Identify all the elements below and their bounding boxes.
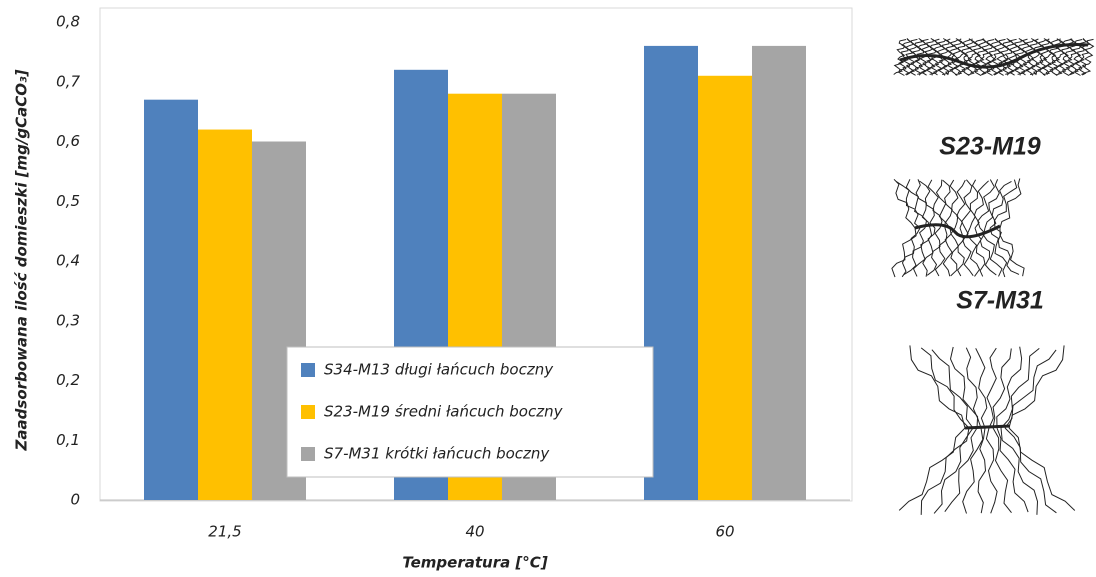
polymer-chain xyxy=(945,428,977,512)
polymer-chain xyxy=(935,228,947,276)
polymer-chain xyxy=(937,180,946,228)
polymer-chain xyxy=(1003,57,1010,75)
polymer-chain xyxy=(993,38,1002,57)
polymer-chain xyxy=(1081,38,1090,57)
annotation: S23-M19 xyxy=(939,133,1041,161)
polymer-chain xyxy=(994,180,1016,228)
polymer-chain xyxy=(951,347,978,428)
polymer-chain xyxy=(1062,40,1071,57)
y-tick-label: 0,6 xyxy=(56,132,80,150)
chart: Temperatura [°C] Zaadsorbowana ilość dom… xyxy=(0,0,1096,577)
annotation: S7-M31 xyxy=(956,287,1044,315)
polymer-chain xyxy=(986,428,997,513)
bar xyxy=(752,46,806,500)
y-tick-label: 0,4 xyxy=(56,252,80,270)
polymer-chain xyxy=(910,345,965,428)
y-tick-label: 0,3 xyxy=(56,311,80,329)
polymer-chain xyxy=(970,180,978,228)
bar xyxy=(698,76,752,500)
bar xyxy=(144,100,198,500)
legend-label: S7-M31 krótki łańcuch boczny xyxy=(324,445,550,463)
polymer-chain xyxy=(905,38,914,57)
polymer-chain xyxy=(927,228,940,275)
polymer-chain xyxy=(915,57,922,75)
legend-swatch xyxy=(301,363,315,377)
legend-swatch xyxy=(301,447,315,461)
x-axis-title: Temperatura [°C] xyxy=(402,554,547,572)
legend-label: S34-M13 długi łańcuch boczny xyxy=(324,361,554,379)
legend-label: S23-M19 średni łańcuch boczny xyxy=(324,403,564,421)
polymer-chain xyxy=(993,349,1011,429)
legend-swatch xyxy=(301,405,315,419)
x-tick-label: 60 xyxy=(715,523,734,541)
polymer-chain xyxy=(997,428,1028,512)
polymer-chain xyxy=(1009,345,1064,428)
x-tick-label: 21,5 xyxy=(208,523,241,541)
polymer-chain xyxy=(985,179,999,228)
y-tick-label: 0,1 xyxy=(56,431,80,449)
polymer-chain xyxy=(921,428,969,515)
x-tick-label: 40 xyxy=(465,523,484,541)
polymer-chain xyxy=(1005,428,1056,513)
polymer-chain xyxy=(1046,57,1055,75)
polymer-chain xyxy=(943,228,952,276)
bar xyxy=(198,130,252,500)
y-tick-label: 0 xyxy=(70,491,80,509)
y-tick-label: 0,5 xyxy=(56,192,80,210)
polymer-chain xyxy=(957,180,966,228)
polymer-chain xyxy=(978,180,995,229)
polymer-chain xyxy=(963,428,983,514)
polymer-chain xyxy=(995,228,1019,274)
polymer-chain xyxy=(1005,350,1056,428)
polymer-chain xyxy=(1059,57,1068,75)
y-tick-label: 0,2 xyxy=(56,371,80,389)
polymer-backbone xyxy=(915,225,1000,237)
y-axis-title: Zaadsorbowana ilość domieszki [mg/gCaCO₃… xyxy=(13,69,31,451)
page: Temperatura [°C] Zaadsorbowana ilość dom… xyxy=(0,0,1096,577)
y-tick-label: 0,7 xyxy=(56,72,80,90)
polymer-chain xyxy=(959,57,968,75)
polymer-chain xyxy=(974,40,983,57)
polymer-chain xyxy=(950,180,958,228)
y-tick-label: 0,8 xyxy=(56,13,80,31)
polymer-sketches xyxy=(892,38,1094,515)
